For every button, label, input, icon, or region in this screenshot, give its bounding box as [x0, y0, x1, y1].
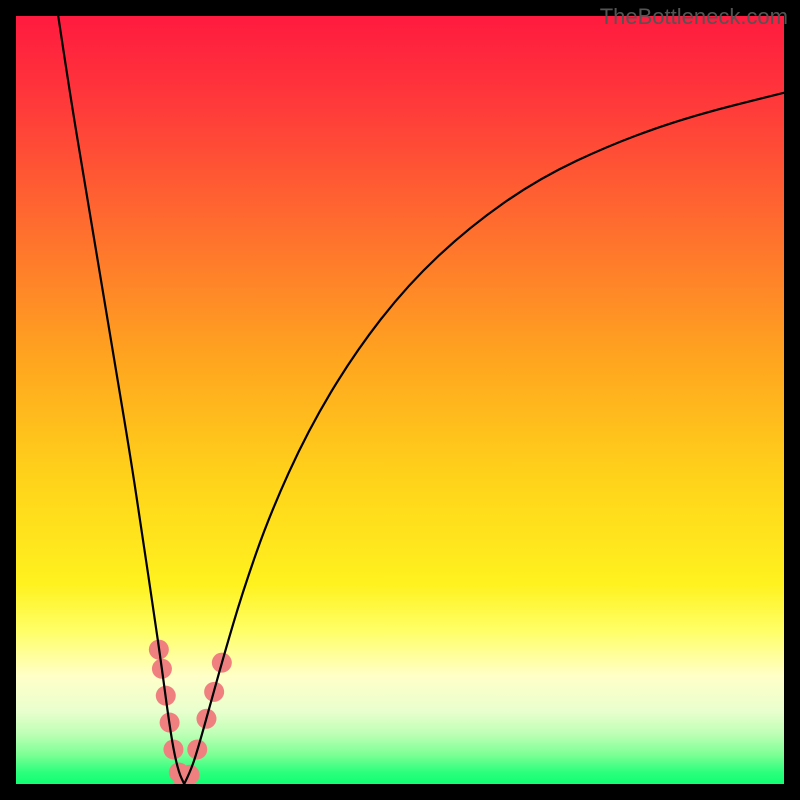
- chart-svg: [0, 0, 800, 800]
- watermark-text: TheBottleneck.com: [600, 4, 788, 30]
- bottleneck-chart: TheBottleneck.com: [0, 0, 800, 800]
- chart-background: [16, 16, 784, 784]
